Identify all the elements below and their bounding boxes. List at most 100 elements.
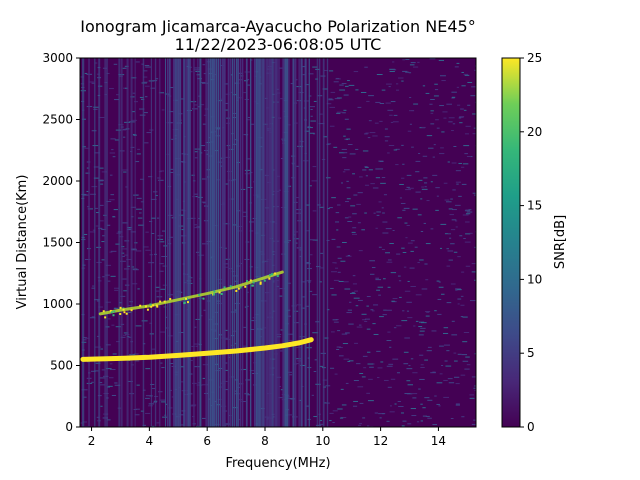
noise-speckle [96, 73, 100, 75]
noise-speckle [474, 194, 476, 196]
noise-speckle [101, 259, 105, 261]
noise-speckle [447, 233, 451, 235]
noise-speckle [319, 206, 325, 208]
noise-speckle [334, 373, 338, 375]
noise-speckle [145, 395, 152, 397]
noise-speckle [159, 241, 165, 243]
noise-speckle [345, 255, 352, 257]
noise-speckle [402, 59, 406, 61]
noise-speckle [451, 162, 457, 164]
echo-speck [139, 304, 142, 307]
noise-speckle [459, 116, 464, 118]
noise-speckle [263, 123, 268, 125]
noise-speckle [318, 123, 325, 125]
noise-speckle [308, 95, 312, 97]
noise-speckle [407, 130, 412, 132]
echo-speck [144, 305, 147, 308]
noise-speckle [271, 264, 276, 266]
noise-speckle [415, 294, 422, 296]
noise-speckle [323, 70, 329, 72]
noise-speckle [298, 399, 302, 401]
noise-speckle [415, 191, 421, 193]
noise-speckle [300, 281, 307, 283]
noise-speckle [449, 237, 452, 239]
noise-speckle [451, 334, 458, 336]
noise-speckle [358, 324, 362, 326]
noise-band [286, 58, 289, 427]
noise-speckle [330, 331, 335, 333]
noise-speckle [416, 421, 420, 423]
noise-speckle [457, 256, 461, 258]
noise-speckle [371, 267, 376, 269]
noise-speckle [448, 117, 455, 119]
noise-speckle [469, 232, 473, 234]
noise-band [213, 58, 216, 427]
noise-speckle [148, 405, 153, 407]
noise-speckle [420, 403, 423, 405]
noise-speckle [341, 404, 347, 406]
x-tick-label: 4 [146, 434, 154, 448]
noise-speckle [174, 314, 180, 316]
noise-speckle [340, 388, 344, 390]
noise-speckle [387, 386, 392, 388]
noise-speckle [162, 265, 167, 267]
noise-speckle [384, 136, 390, 138]
noise-speckle [381, 89, 386, 91]
noise-band [106, 58, 108, 427]
echo-speck [251, 284, 254, 287]
noise-speckle [382, 314, 387, 316]
noise-speckle [130, 231, 136, 233]
noise-speckle [82, 194, 89, 196]
noise-speckle [114, 307, 119, 309]
noise-band [154, 58, 157, 427]
noise-speckle [101, 369, 106, 371]
noise-speckle [287, 185, 292, 187]
noise-speckle [81, 389, 88, 391]
noise-speckle [145, 368, 151, 370]
noise-speckle [350, 292, 356, 294]
noise-speckle [232, 407, 238, 409]
noise-speckle [94, 370, 99, 372]
noise-speckle [406, 186, 410, 188]
noise-speckle [412, 372, 418, 374]
x-tick-label: 10 [315, 434, 330, 448]
noise-speckle [126, 259, 132, 261]
noise-speckle [144, 397, 150, 399]
noise-speckle [234, 309, 237, 311]
noise-speckle [381, 207, 384, 209]
noise-speckle [364, 184, 370, 186]
noise-band [126, 58, 129, 427]
noise-speckle [378, 294, 381, 296]
noise-band [223, 58, 226, 427]
noise-speckle [360, 91, 367, 93]
noise-speckle [155, 195, 158, 197]
noise-speckle [436, 280, 440, 282]
noise-speckle [442, 332, 449, 334]
noise-speckle [123, 136, 126, 138]
noise-speckle [237, 230, 243, 232]
noise-speckle [105, 301, 111, 303]
noise-speckle [338, 152, 345, 154]
noise-speckle [378, 246, 382, 248]
noise-speckle [436, 382, 443, 384]
noise-speckle [457, 303, 460, 305]
noise-speckle [425, 315, 430, 317]
noise-speckle [246, 119, 251, 121]
noise-speckle [387, 109, 394, 111]
noise-band [94, 58, 96, 427]
noise-speckle [352, 227, 357, 229]
noise-speckle [194, 193, 199, 195]
noise-speckle [409, 110, 415, 112]
noise-speckle [424, 186, 427, 188]
noise-band [322, 58, 325, 427]
noise-speckle [471, 271, 476, 273]
noise-speckle [444, 344, 450, 346]
noise-speckle [446, 302, 452, 304]
noise-speckle [426, 350, 432, 352]
noise-speckle [105, 368, 112, 370]
noise-band [276, 58, 278, 427]
echo-speck [198, 293, 201, 296]
noise-speckle [460, 295, 464, 297]
noise-speckle [102, 235, 105, 237]
noise-speckle [311, 394, 314, 396]
